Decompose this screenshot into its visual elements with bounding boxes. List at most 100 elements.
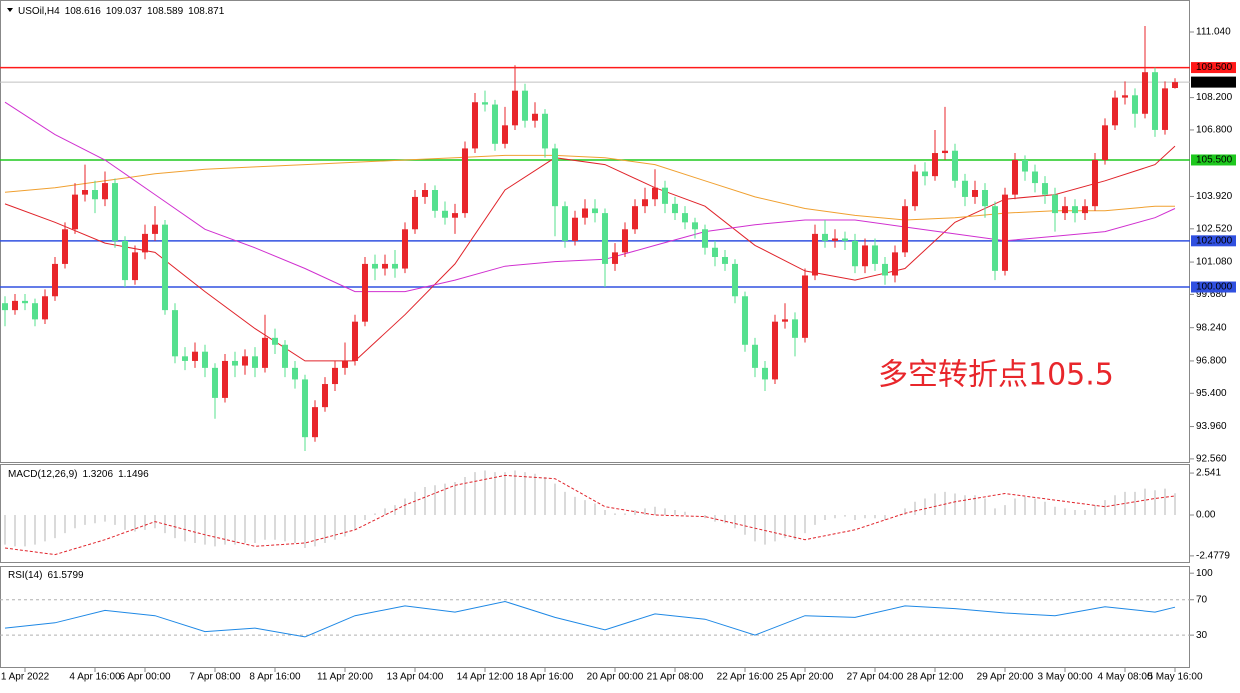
candle-body: [612, 252, 618, 264]
candle-body: [542, 113, 548, 149]
candle-body: [782, 319, 788, 322]
x-tick-label: 8 Apr 16:00: [249, 672, 301, 683]
candle-body: [292, 367, 298, 380]
ohlc-value: 108.589: [147, 6, 184, 17]
candle-body: [192, 351, 198, 361]
candle-body: [362, 263, 368, 322]
candle-body: [1152, 72, 1158, 130]
candle-body: [1012, 159, 1018, 195]
candle-body: [862, 245, 868, 267]
candle-body: [52, 263, 58, 297]
level-label-box: [1191, 235, 1236, 247]
y-tick-label: 96.800: [1196, 356, 1227, 367]
x-tick-label: 18 Apr 16:00: [517, 672, 574, 683]
y-tick-label: 2.541: [1196, 468, 1221, 479]
y-tick-label: -2.4779: [1196, 551, 1230, 562]
candle-body: [1172, 82, 1178, 88]
candle-body: [672, 203, 678, 214]
candle-body: [202, 351, 208, 368]
candle-body: [1052, 194, 1058, 214]
signal-value: 1.1496: [118, 469, 149, 480]
candle-body: [112, 183, 118, 241]
candle-body: [2, 303, 8, 311]
candle-body: [652, 187, 658, 200]
candle-body: [962, 180, 968, 197]
candle-body: [552, 148, 558, 207]
candle-body: [102, 183, 108, 200]
candle-body: [422, 190, 428, 197]
candle-body: [562, 206, 568, 241]
level-label: 100.000: [1196, 282, 1233, 293]
candle-body: [1122, 95, 1128, 98]
candle-body: [152, 224, 158, 234]
y-tick-label: 111.040: [1196, 27, 1231, 38]
x-tick-label: 11 Apr 20:00: [317, 672, 373, 683]
rsi-panel-frame: [0, 566, 1190, 668]
candle-body: [852, 240, 858, 267]
candle-body: [432, 190, 438, 211]
symbol: USOil,H4: [18, 6, 60, 17]
candle-body: [1102, 125, 1108, 160]
candle-body: [1042, 183, 1048, 195]
candle-body: [662, 187, 668, 204]
y-tick-label: 93.960: [1196, 421, 1227, 432]
candle-body: [62, 229, 68, 264]
candle-body: [252, 356, 258, 368]
candle-body: [32, 303, 38, 320]
macd-value: 1.3206: [82, 469, 113, 480]
candle-body: [902, 206, 908, 253]
candle-body: [772, 321, 778, 380]
candle-body: [372, 263, 378, 269]
candle-body: [272, 337, 278, 345]
candle-body: [622, 229, 628, 253]
x-tick-label: 4 Apr 16:00: [69, 672, 121, 683]
candle-body: [602, 213, 608, 264]
y-tick-label: 0.00: [1196, 510, 1216, 521]
main-panel-frame: [0, 0, 1190, 463]
price-label-box: [1191, 76, 1236, 88]
candle-body: [882, 263, 888, 276]
macd-panel-frame: [0, 464, 1190, 563]
candle-body: [982, 190, 988, 207]
x-tick-label: 28 Apr 12:00: [907, 672, 964, 683]
candle-body: [322, 384, 328, 408]
candle-body: [512, 90, 518, 126]
candle-body: [332, 367, 338, 385]
y-tick-label: 98.240: [1196, 322, 1227, 333]
candle-body: [462, 148, 468, 214]
price-label: 108.871: [1196, 77, 1233, 88]
macd-title: MACD(12,26,9): [8, 469, 77, 480]
y-tick-label: 30: [1196, 630, 1208, 641]
candle-body: [942, 150, 948, 154]
y-tick-label: 100: [1196, 568, 1213, 579]
y-tick-label: 103.920: [1196, 191, 1233, 202]
candle-body: [402, 229, 408, 269]
candle-body: [482, 102, 488, 105]
candle-body: [162, 224, 168, 311]
candle-body: [242, 356, 248, 366]
candle-body: [342, 360, 348, 368]
candle-body: [1142, 72, 1148, 114]
candle-body: [42, 296, 48, 320]
candle-body: [582, 208, 588, 218]
candle-body: [832, 238, 838, 241]
menu-triangle: [7, 8, 13, 12]
x-tick-label: 7 Apr 08:00: [189, 672, 241, 683]
candle-body: [692, 222, 698, 230]
candle-body: [382, 263, 388, 269]
candle-body: [522, 90, 528, 121]
candle-body: [172, 310, 178, 357]
candle-body: [472, 102, 478, 149]
candle-body: [802, 275, 808, 338]
candle-body: [142, 233, 148, 253]
rsi-line: [4, 600, 1176, 638]
level-label-box: [1191, 62, 1236, 74]
x-tick-label: 25 Apr 20:00: [777, 672, 834, 683]
candle-body: [732, 263, 738, 297]
rsi-title: RSI(14): [8, 570, 42, 581]
level-label: 109.500: [1196, 62, 1233, 73]
candle-body: [502, 125, 508, 144]
x-tick-label: 3 May 00:00: [1037, 672, 1092, 683]
candle-body: [592, 208, 598, 214]
